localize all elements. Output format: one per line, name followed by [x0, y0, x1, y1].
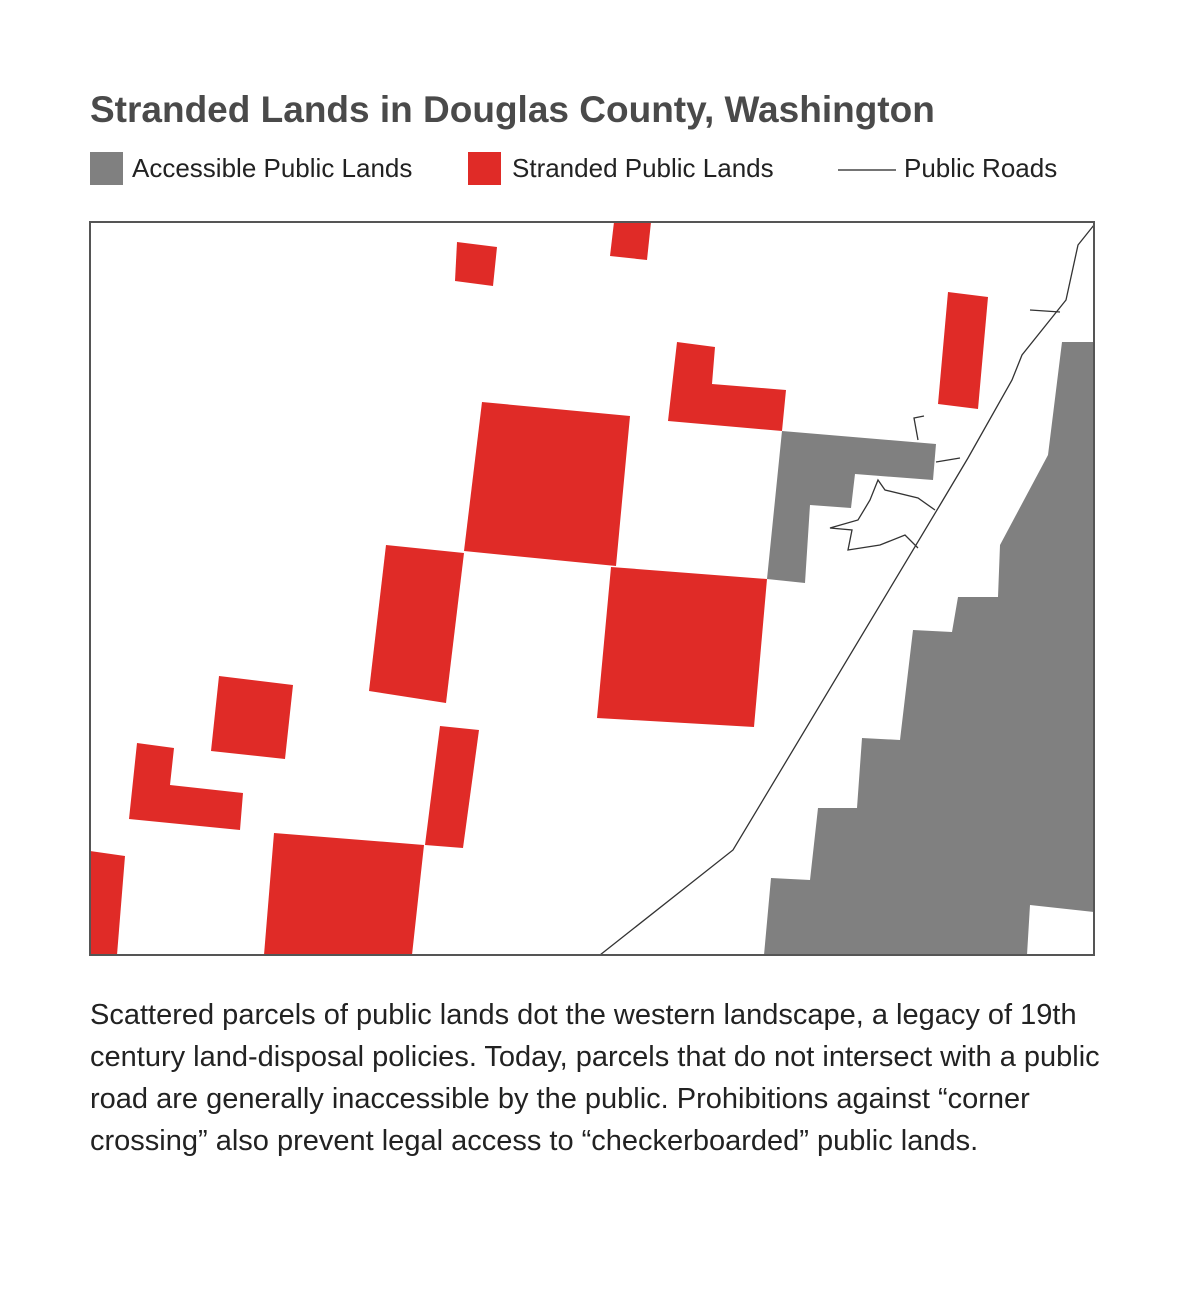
parcel [610, 222, 651, 260]
parcel [455, 242, 497, 286]
parcel [90, 851, 125, 955]
parcel [425, 726, 479, 848]
parcel [369, 545, 464, 703]
roads [599, 224, 1095, 956]
legend-swatch [468, 152, 501, 185]
parcel [264, 833, 424, 955]
parcel [597, 567, 767, 727]
map-frame [89, 221, 1095, 956]
parcel [464, 402, 630, 566]
legend-label: Public Roads [904, 153, 1057, 183]
parcel [211, 676, 293, 759]
legend-label: Stranded Public Lands [512, 153, 774, 183]
road [913, 415, 961, 463]
parcel [764, 342, 1094, 955]
road [1029, 309, 1061, 313]
accessible-lands [764, 342, 1094, 955]
legend-swatch [90, 152, 123, 185]
caption: Scattered parcels of public lands dot th… [90, 999, 1100, 1157]
parcel [938, 292, 988, 409]
title: Stranded Lands in Douglas County, Washin… [90, 89, 935, 130]
road [599, 224, 1095, 956]
parcel [668, 342, 786, 431]
parcel [129, 743, 243, 830]
parcel [767, 431, 936, 583]
map [89, 221, 1095, 956]
stranded-lands [90, 222, 988, 955]
road [829, 478, 936, 551]
legend-label: Accessible Public Lands [132, 153, 412, 183]
